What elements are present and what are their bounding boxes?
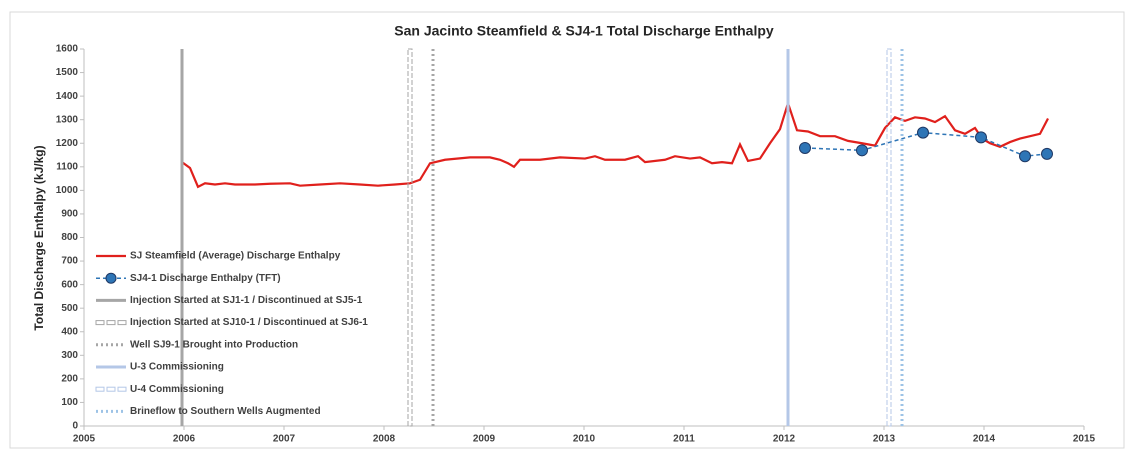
legend-label: Injection Started at SJ10-1 / Discontinu…	[130, 317, 368, 328]
legend-label: Injection Started at SJ1-1 / Discontinue…	[130, 295, 363, 306]
y-tick-label: 1600	[56, 44, 79, 55]
data-point	[856, 144, 868, 157]
x-tick-label: 2014	[973, 434, 996, 445]
legend-swatch	[106, 320, 116, 326]
legend-swatch	[95, 386, 105, 392]
y-tick-label: 100	[61, 397, 78, 408]
data-point	[799, 141, 811, 154]
chart-border	[9, 11, 1125, 449]
y-tick-label: 400	[61, 326, 78, 337]
data-point	[975, 131, 987, 144]
y-axis-label: Total Discharge Enthalpy (kJ/kg)	[32, 145, 46, 330]
y-tick-label: 1400	[56, 91, 79, 102]
event-line	[886, 48, 892, 427]
y-tick-label: 1500	[56, 67, 79, 78]
legend-swatch	[95, 320, 105, 326]
x-tick-label: 2007	[273, 434, 296, 445]
series-line	[181, 99, 1049, 189]
y-tick-label: 1100	[56, 161, 78, 172]
x-tick-label: 2008	[373, 434, 396, 445]
x-tick-label: 2015	[1073, 434, 1096, 445]
x-tick-label: 2005	[73, 434, 96, 445]
legend-label: U-3 Commissioning	[130, 362, 224, 373]
x-tick-label: 2011	[673, 434, 695, 445]
legend-swatch	[117, 386, 127, 392]
x-tick-label: 2009	[473, 434, 496, 445]
series-line	[804, 131, 1048, 157]
y-tick-label: 0	[72, 421, 78, 432]
legend-swatch	[106, 386, 116, 392]
legend-swatch	[117, 320, 127, 326]
x-tick-label: 2006	[173, 434, 196, 445]
event-line	[407, 48, 413, 427]
y-tick-label: 600	[61, 279, 78, 290]
y-tick-label: 1000	[56, 185, 79, 196]
data-point	[1019, 150, 1031, 163]
x-tick-label: 2013	[873, 434, 896, 445]
y-tick-label: 200	[61, 374, 78, 385]
data-point	[917, 126, 929, 139]
legend-label: Well SJ9-1 Brought into Production	[130, 339, 298, 350]
y-tick-label: 300	[61, 350, 78, 361]
y-tick-label: 1300	[56, 114, 79, 125]
x-tick-label: 2012	[773, 434, 796, 445]
y-tick-label: 500	[61, 303, 78, 314]
y-tick-label: 700	[61, 256, 78, 267]
x-tick-label: 2010	[573, 434, 596, 445]
legend-label: SJ4-1 Discharge Enthalpy (TFT)	[130, 273, 281, 284]
data-point	[1041, 147, 1053, 160]
legend-marker	[105, 272, 117, 284]
y-tick-label: 800	[61, 232, 78, 243]
legend-label: SJ Steamfield (Average) Discharge Enthal…	[130, 251, 341, 262]
legend-label: Brineflow to Southern Wells Augmented	[130, 406, 321, 417]
y-tick-label: 900	[61, 209, 78, 220]
legend-label: U-4 Commissioning	[130, 384, 224, 395]
y-tick-label: 1200	[56, 138, 79, 149]
chart-title: San Jacinto Steamfield & SJ4-1 Total Dis…	[394, 23, 774, 39]
